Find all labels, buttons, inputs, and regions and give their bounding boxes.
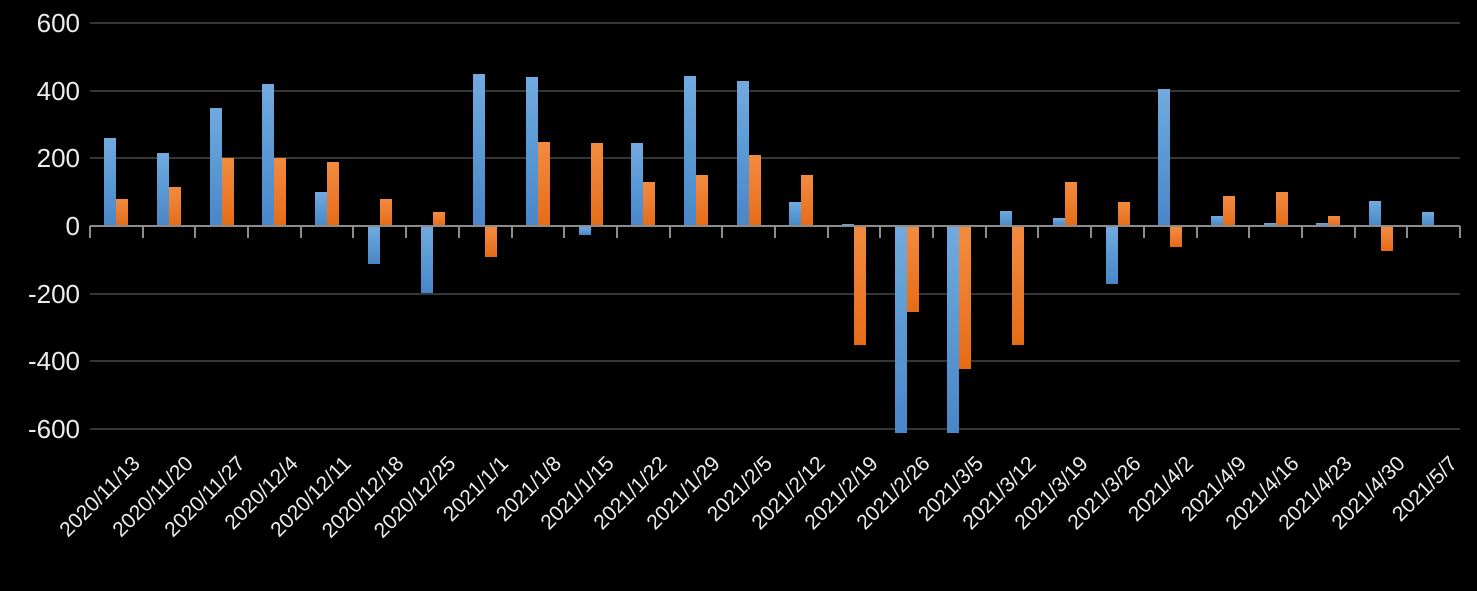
axis-tick xyxy=(1248,226,1251,238)
axis-tick xyxy=(457,226,460,238)
axis-tick xyxy=(510,226,513,238)
axis-tick xyxy=(89,226,91,238)
bar-blue xyxy=(157,153,170,226)
gridline xyxy=(90,292,1460,295)
gridline xyxy=(90,427,1460,430)
axis-tick xyxy=(1195,226,1198,238)
axis-tick xyxy=(1406,226,1409,238)
axis-tick xyxy=(668,226,671,238)
bar-blue xyxy=(631,143,644,226)
bar-orange xyxy=(854,227,867,346)
bar-orange xyxy=(485,227,498,258)
bar-orange xyxy=(1064,182,1077,226)
bar-blue xyxy=(1210,215,1223,226)
bar-blue xyxy=(789,202,802,226)
y-tick-label: 0 xyxy=(65,211,80,241)
axis-tick xyxy=(194,226,197,238)
bar-orange xyxy=(1275,192,1288,226)
axis-tick xyxy=(774,226,776,238)
bar-orange xyxy=(959,227,972,369)
gridline xyxy=(90,89,1460,92)
axis-tick xyxy=(1142,226,1145,238)
y-tick-label: 400 xyxy=(36,75,80,106)
bar-orange xyxy=(221,158,234,226)
y-tick-label: -600 xyxy=(27,413,80,444)
bar-blue xyxy=(1316,222,1329,226)
bar-blue xyxy=(1368,200,1381,226)
gridline xyxy=(90,360,1460,363)
bar-orange xyxy=(590,143,603,226)
bar-blue xyxy=(525,77,538,226)
axis-tick xyxy=(563,226,566,238)
axis-tick xyxy=(1459,226,1461,238)
bar-blue xyxy=(894,227,907,434)
bar-orange xyxy=(643,182,656,226)
axis-tick xyxy=(721,226,724,238)
bar-orange xyxy=(537,141,550,226)
bar-orange xyxy=(695,175,708,226)
y-tick-label: -200 xyxy=(27,278,80,309)
y-tick-label: 200 xyxy=(36,143,80,174)
bar-blue xyxy=(262,84,275,226)
bar-blue xyxy=(947,227,960,434)
bar-orange xyxy=(1170,227,1183,248)
bar-orange xyxy=(1380,227,1393,251)
bar-orange xyxy=(748,155,761,226)
axis-tick xyxy=(932,226,935,238)
y-tick-label: 600 xyxy=(36,8,80,39)
bar-blue xyxy=(683,75,696,226)
bar-blue xyxy=(104,138,117,226)
axis-tick xyxy=(1090,226,1093,238)
bar-orange xyxy=(1328,215,1341,226)
axis-tick xyxy=(984,226,987,238)
bar-blue xyxy=(1105,227,1118,285)
bar-blue xyxy=(578,227,591,236)
axis-tick xyxy=(1353,226,1356,238)
bar-blue xyxy=(1052,217,1065,226)
bar-blue xyxy=(420,227,433,293)
bar-blue xyxy=(1158,89,1171,226)
bar-orange xyxy=(1117,202,1130,226)
y-tick-label: -400 xyxy=(27,346,80,377)
bar-orange xyxy=(116,198,129,226)
bar-orange xyxy=(169,187,182,226)
axis-tick xyxy=(1037,226,1040,238)
axis-tick xyxy=(141,226,144,238)
gridline xyxy=(90,22,1460,25)
axis-tick xyxy=(247,226,250,238)
bar-orange xyxy=(327,161,340,226)
bar-blue xyxy=(736,80,749,226)
axis-tick xyxy=(299,226,302,238)
bar-blue xyxy=(473,73,486,226)
bar-orange xyxy=(801,175,814,226)
axis-tick xyxy=(615,226,618,238)
bar-orange xyxy=(379,198,392,226)
bar-blue xyxy=(1263,222,1276,226)
gridline xyxy=(90,157,1460,160)
bar-blue xyxy=(1421,212,1434,226)
bar-orange xyxy=(274,158,287,226)
bar-orange xyxy=(1012,227,1025,346)
axis-tick xyxy=(1300,226,1303,238)
bar-orange xyxy=(906,227,919,312)
axis-tick xyxy=(826,226,829,238)
bar-orange xyxy=(432,212,445,226)
bar-orange xyxy=(1222,195,1235,226)
axis-tick xyxy=(879,226,882,238)
bar-blue xyxy=(315,192,328,226)
bar-blue xyxy=(209,107,222,226)
bar-blue xyxy=(1000,210,1013,226)
axis-tick xyxy=(405,226,408,238)
bar-blue xyxy=(367,227,380,265)
axis-tick xyxy=(352,226,355,238)
